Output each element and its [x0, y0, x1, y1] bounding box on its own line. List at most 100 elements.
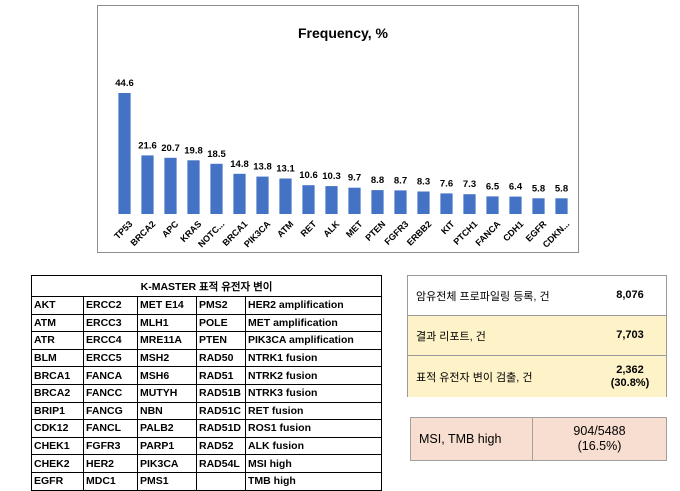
summary-row-detect: 표적 유전자 변이 검출, 건 2,362 (30.8%) [408, 356, 666, 397]
gene-table-cell: PTEN [196, 331, 246, 350]
gene-table-row: CHEK1 FGFR3 PARP1 RAD52 ALK fusion [31, 436, 383, 456]
category-tick-label: ERBB2 [405, 219, 434, 248]
gene-table-cell: EGFR [31, 471, 84, 491]
gene-table-cell: MSI high [244, 454, 383, 473]
gene-table-cell: ROS1 fusion [244, 419, 383, 438]
detect-value-block: 2,362 (30.8%) [594, 364, 666, 390]
category-tick-label: MET [344, 219, 365, 240]
category-tick-label: FANCA [473, 219, 502, 248]
gene-table-cell: MUTYH [137, 383, 197, 403]
gene-table-cell: ERCC3 [83, 313, 138, 333]
gene-table-cell: FANCL [83, 419, 138, 438]
gene-table-cell: MET E14 [137, 296, 197, 315]
gene-table-cell: HER2 amplification [244, 296, 383, 315]
target-gene-table: K-MASTER 표적 유전자 변이 AKT ERCC2 MET E14 PMS2 HE… [30, 275, 383, 491]
gene-table-cell: HER2 [83, 454, 138, 473]
gene-table-cell: RAD51 [196, 366, 246, 385]
gene-table-cell: ATR [31, 331, 84, 350]
gene-table-cell: PALB2 [137, 419, 197, 438]
gene-table-row: BRCA1 FANCA MSH6 RAD51 NTRK2 fusion [31, 366, 383, 385]
gene-table-cell: ERCC5 [83, 348, 138, 368]
gene-table-cell: ERCC4 [83, 331, 138, 350]
gene-table-cell: AKT [31, 296, 84, 315]
bar-value-label: 10.3 [322, 171, 341, 182]
bar-atm [279, 178, 292, 214]
frequency-bar-chart: Frequency, % 44.6 21.6 20.7 19.8 18.5 14.8 13.… [112, 25, 571, 250]
gene-table-cell: RET fusion [244, 401, 383, 421]
gene-table-row: ATM ERCC3 MLH1 POLE MET amplification [31, 313, 383, 333]
bar-value-label: 18.5 [207, 149, 226, 160]
gene-table-cell: BLM [31, 348, 84, 368]
bar-value-label: 7.6 [440, 178, 453, 189]
gene-table-cell: FANCC [83, 383, 138, 403]
gene-table-cell: PMS2 [196, 296, 246, 315]
gene-table-cell: RAD51D [196, 419, 246, 438]
bar-value-label: 13.1 [276, 164, 295, 175]
detect-count: 2,362 [616, 363, 644, 376]
gene-table-cell: POLE [196, 313, 246, 333]
bar-value-label: 7.3 [463, 179, 476, 190]
bar-value-label: 14.8 [230, 159, 249, 170]
target-gene-table-section: K-MASTER 표적 유전자 변이 AKT ERCC2 MET E14 PMS2 HE… [30, 275, 383, 491]
registered-value: 8,076 [616, 289, 644, 301]
category-tick-label: BRCA2 [128, 219, 157, 248]
category-tick-label: ATM [275, 219, 295, 239]
msi-label: MSI, TMB high [411, 418, 533, 460]
gene-table-cell: RAD51B [196, 383, 246, 403]
bar-pik3ca [256, 176, 269, 214]
detect-label: 표적 유전자 변이 검출, 건 [416, 371, 533, 384]
gene-table-cell [196, 471, 246, 491]
bar-tp53 [118, 93, 131, 214]
category-tick-label: PIK3CA [242, 219, 273, 250]
bar-cdkn [555, 198, 568, 214]
bar-value-label: 10.6 [299, 170, 318, 181]
gene-table-cell: NTRK2 fusion [244, 366, 383, 385]
gene-table-cell: PARP1 [137, 436, 197, 456]
bar-fgfr3 [394, 190, 407, 214]
bar-value-label: 20.7 [161, 143, 180, 154]
gene-table-cell: RAD51C [196, 401, 246, 421]
gene-table-cell: TMB high [244, 471, 383, 491]
bar-ptch1 [463, 194, 476, 214]
gene-table-cell: PIK3CA [137, 454, 197, 473]
gene-table-cell: MDC1 [83, 471, 138, 491]
bar-fanca [486, 196, 499, 214]
gene-table-cell: MSH2 [137, 348, 197, 368]
profiling-summary-panel: 암유전체 프로파일링 등록, 건 8,076 결과 리포트, 건 7,703 표… [407, 275, 667, 397]
gene-table-cell: NTRK3 fusion [244, 383, 383, 403]
gene-table-title: K-MASTER 표적 유전자 변이 [30, 275, 383, 297]
msi-tmb-panel: MSI, TMB high 904/5488 (16.5%) [410, 417, 667, 461]
bar-alk [325, 186, 338, 214]
report-label: 결과 리포트, 건 [416, 330, 486, 343]
chart-title: Frequency, % [298, 25, 389, 41]
gene-table-cell: ALK fusion [244, 436, 383, 456]
bar-egfr [532, 198, 545, 214]
bar-ret [302, 185, 315, 214]
msi-percent: (16.5%) [577, 439, 622, 453]
detect-percent: (30.8%) [610, 376, 650, 389]
gene-table-row: CHEK2 HER2 PIK3CA RAD54L MSI high [31, 454, 383, 473]
gene-table-row: BRIP1 FANCG NBN RAD51C RET fusion [31, 401, 383, 421]
gene-table-cell: MSH6 [137, 366, 197, 385]
gene-table-cell: BRCA1 [31, 366, 84, 385]
category-tick-label: KIT [439, 219, 457, 237]
gene-table-cell: FANCG [83, 401, 138, 421]
gene-table-row: EGFR MDC1 PMS1 TMB high [31, 471, 383, 491]
gene-table-cell: MLH1 [137, 313, 197, 333]
bar-pten [371, 190, 384, 214]
report-value: 7,703 [616, 329, 644, 341]
gene-table-cell: CHEK2 [31, 454, 84, 473]
gene-table-row: BRCA2 FANCC MUTYH RAD51B NTRK3 fusion [31, 383, 383, 403]
gene-table-row: BLM ERCC5 MSH2 RAD50 NTRK1 fusion [31, 348, 383, 368]
bar-value-label: 8.8 [371, 175, 384, 186]
gene-table-cell: BRCA2 [31, 383, 84, 403]
bar-value-label: 13.8 [253, 162, 272, 173]
gene-table-cell: RAD52 [196, 436, 246, 456]
bar-value-label: 6.4 [509, 182, 523, 193]
gene-table-cell: ERCC2 [83, 296, 138, 315]
category-tick-label: CDH1 [501, 219, 525, 243]
gene-table-cell: BRIP1 [31, 401, 84, 421]
bar-cdh1 [509, 196, 522, 214]
bar-erbb2 [417, 191, 430, 214]
gene-table-row: ATR ERCC4 MRE11A PTEN PIK3CA amplification [31, 331, 383, 350]
